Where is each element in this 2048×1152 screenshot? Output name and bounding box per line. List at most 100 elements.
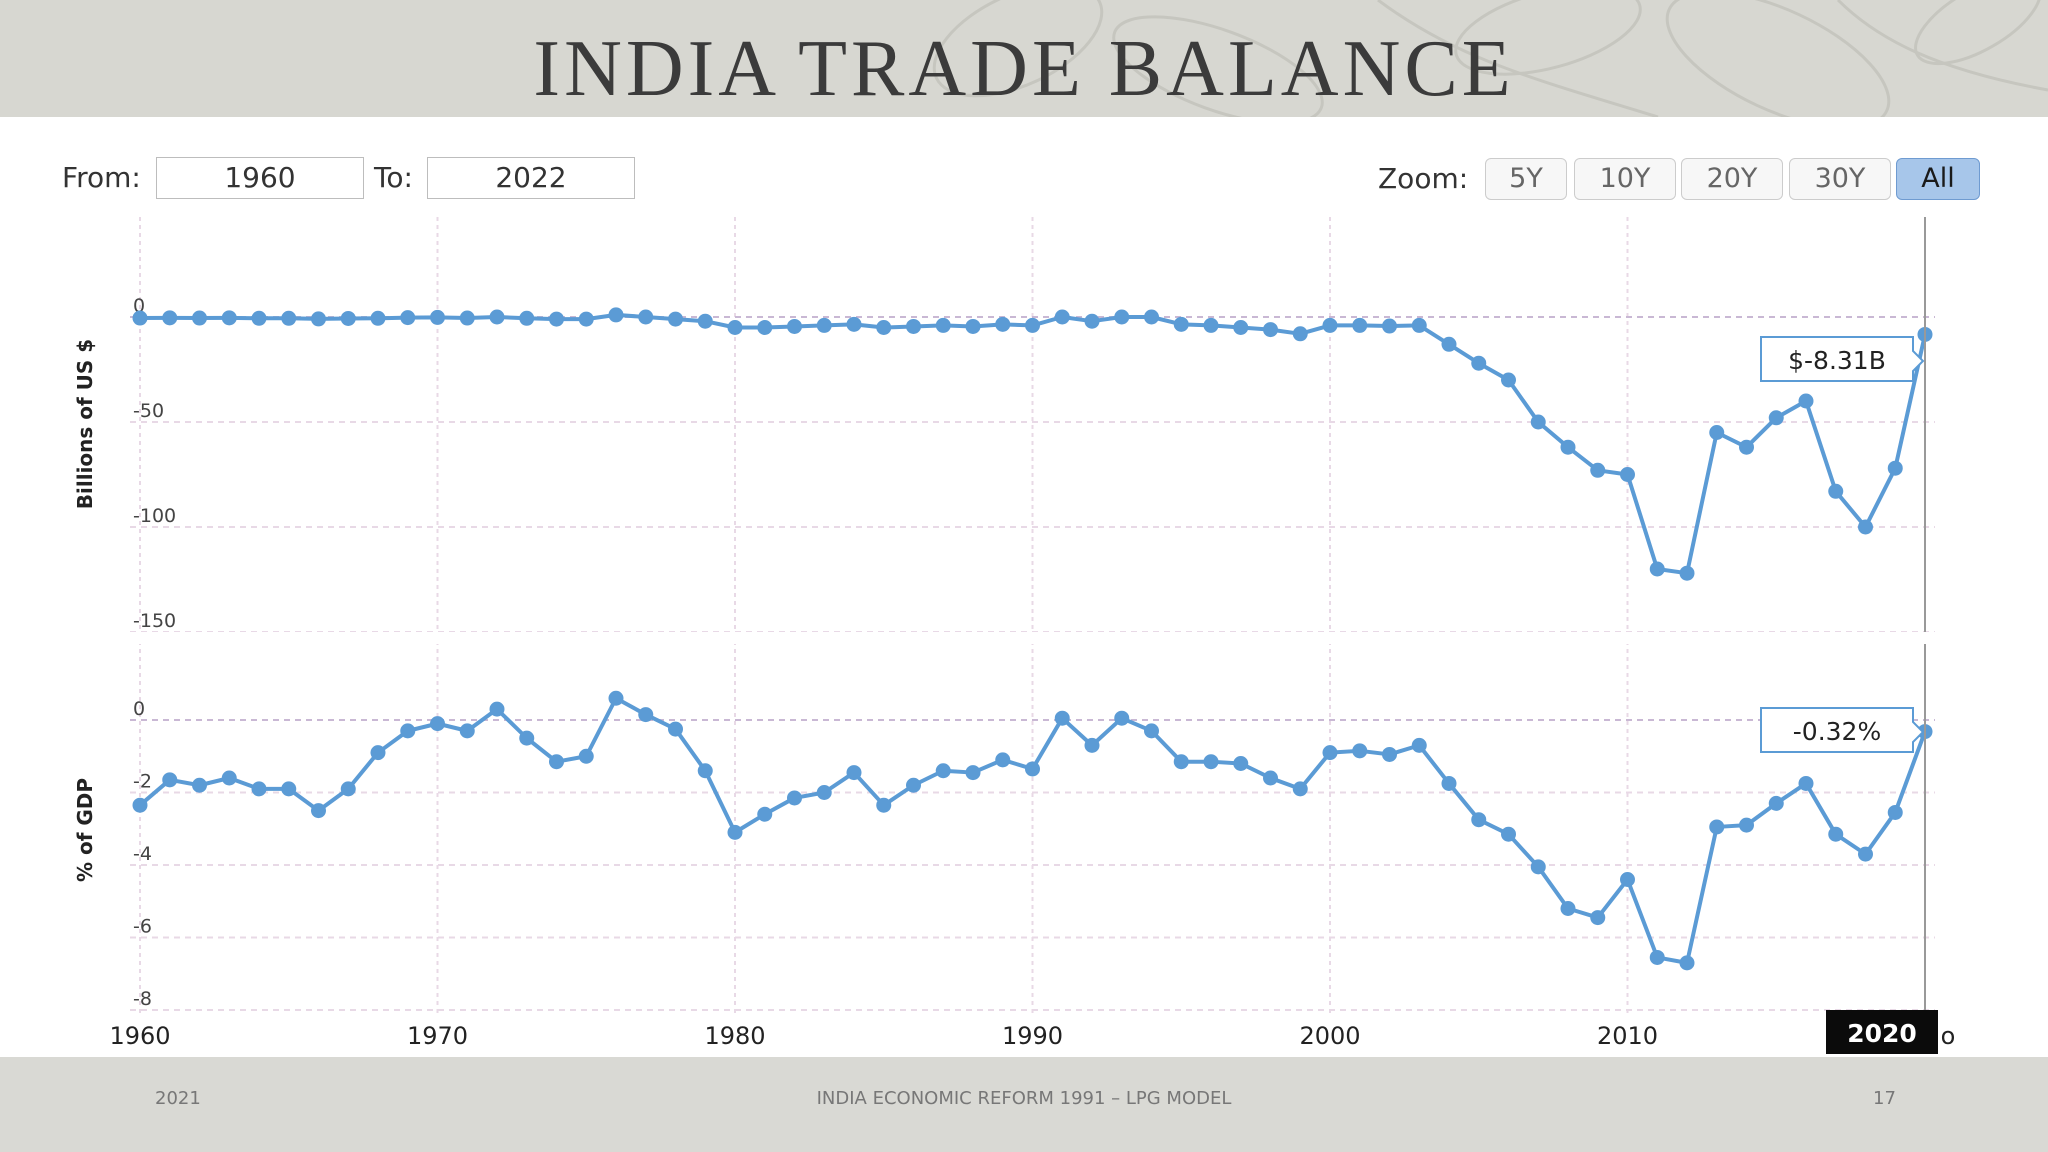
data-point — [430, 716, 445, 732]
data-point — [489, 701, 505, 717]
data-point — [1739, 817, 1754, 833]
from-date-input[interactable]: 1960 — [156, 157, 364, 199]
data-point — [1322, 745, 1338, 761]
data-point — [549, 311, 564, 327]
data-point — [162, 772, 178, 788]
slide-title: INDIA TRADE BALANCE — [533, 25, 1515, 113]
data-point — [1263, 322, 1278, 338]
data-point — [876, 797, 892, 813]
data-point — [1054, 309, 1070, 325]
tooltip-value: -0.32% — [1793, 717, 1881, 746]
data-point — [1501, 826, 1516, 842]
y-tick-label: -6 — [133, 916, 152, 938]
zoom-5y-button[interactable]: 5Y — [1485, 158, 1567, 200]
data-point — [251, 310, 267, 326]
data-point — [1530, 859, 1546, 875]
data-point — [1084, 737, 1100, 753]
y-tick-label: -50 — [133, 400, 164, 422]
data-point — [132, 310, 148, 326]
data-point — [340, 781, 356, 797]
zoom-20y-button[interactable]: 20Y — [1681, 158, 1783, 200]
zoom-30y-button[interactable]: 30Y — [1789, 158, 1891, 200]
data-point — [1679, 955, 1695, 971]
data-point — [1025, 761, 1040, 777]
data-point — [1887, 804, 1903, 820]
data-point — [311, 311, 326, 327]
data-point — [1501, 372, 1516, 388]
data-point — [1828, 826, 1844, 842]
data-point — [1263, 770, 1278, 786]
data-point — [727, 824, 743, 840]
data-point — [370, 745, 386, 761]
x-tick-label: 2000 — [1299, 1022, 1360, 1050]
slide-footer: 2021 INDIA ECONOMIC REFORM 1991 – LPG MO… — [0, 1057, 2048, 1152]
data-point — [1858, 519, 1873, 535]
to-date-input[interactable]: 2022 — [427, 157, 635, 199]
data-point — [906, 777, 921, 793]
data-point — [132, 797, 148, 813]
data-point — [1709, 425, 1725, 440]
data-point — [787, 790, 802, 806]
data-point — [668, 721, 683, 737]
data-point — [1084, 313, 1100, 329]
data-point — [221, 310, 237, 326]
y-tick-label: -8 — [133, 988, 152, 1010]
highlight-year-box — [1826, 1010, 1938, 1054]
x-tick-label: 1980 — [704, 1022, 765, 1050]
data-point — [1828, 483, 1844, 499]
to-label: To: — [374, 161, 413, 194]
data-point — [846, 316, 862, 332]
data-point — [787, 318, 802, 334]
y-axis-title: % of GDP — [73, 778, 97, 882]
data-point — [1709, 819, 1725, 835]
data-point — [1292, 781, 1308, 797]
data-point — [1322, 317, 1338, 333]
data-point — [906, 318, 921, 334]
data-point — [935, 317, 951, 333]
data-point — [1144, 309, 1159, 325]
data-point — [1441, 775, 1457, 791]
data-point — [638, 707, 654, 723]
data-point — [1649, 561, 1665, 577]
data-point — [221, 770, 237, 786]
data-point — [876, 320, 892, 335]
data-point — [281, 781, 297, 797]
data-point — [459, 310, 475, 326]
data-point — [1203, 317, 1219, 333]
data-point — [1471, 812, 1487, 828]
data-point — [638, 309, 654, 325]
data-point — [1590, 910, 1606, 926]
y-tick-label: -150 — [133, 610, 176, 632]
data-point — [727, 320, 743, 335]
data-point — [1411, 737, 1427, 753]
data-point — [697, 763, 713, 779]
data-point — [1530, 414, 1546, 430]
data-point — [757, 806, 773, 822]
data-point — [1768, 410, 1784, 426]
data-point — [1679, 565, 1695, 581]
footer-page-number: 17 — [1873, 1088, 1896, 1109]
x-tick-label: 1960 — [109, 1022, 170, 1050]
data-point — [1173, 316, 1189, 332]
data-point — [1560, 439, 1576, 455]
data-point — [608, 690, 624, 706]
data-point — [846, 765, 862, 781]
zoom-all-button[interactable]: All — [1896, 158, 1980, 200]
data-point — [162, 310, 178, 326]
data-point — [1798, 393, 1814, 409]
data-point — [578, 748, 594, 764]
leaf-pattern-decoration — [932, 0, 2048, 117]
data-point — [757, 320, 773, 335]
data-point — [1590, 462, 1606, 478]
data-point — [1292, 326, 1308, 342]
y-axis-title: Billions of US $ — [73, 339, 97, 509]
zoom-10y-button[interactable]: 10Y — [1574, 158, 1676, 200]
data-point — [1114, 710, 1130, 726]
data-point — [965, 765, 981, 781]
data-point — [1173, 754, 1189, 770]
data-point — [430, 309, 445, 325]
data-point — [1233, 320, 1249, 335]
data-point — [608, 307, 624, 323]
data-point — [1144, 723, 1159, 739]
